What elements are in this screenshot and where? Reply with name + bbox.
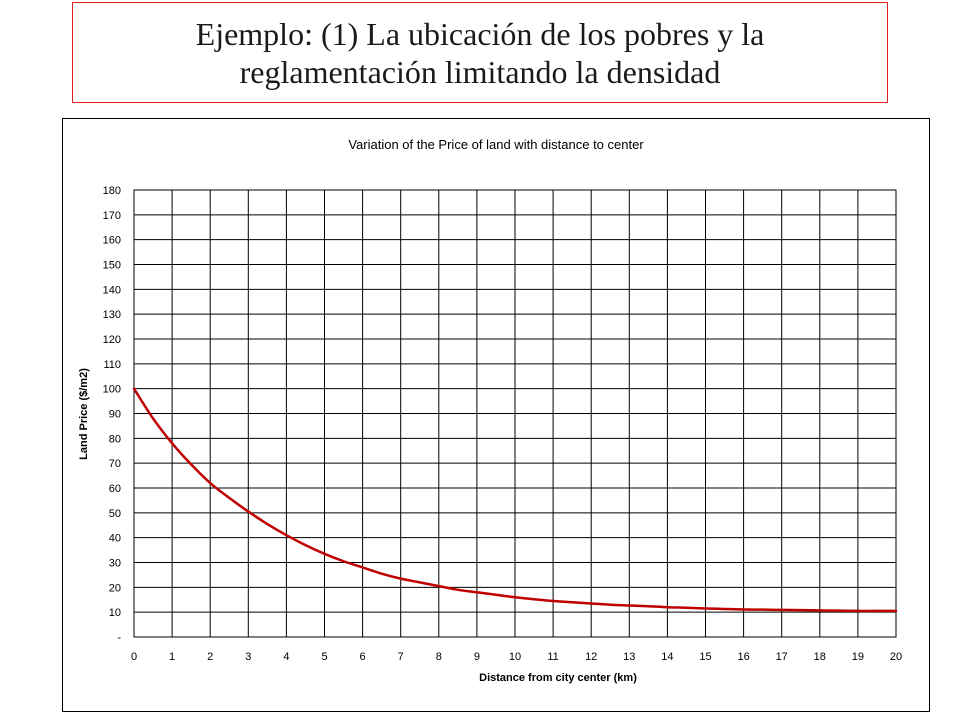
y-tick-label: 140: [103, 284, 121, 296]
grid-lines: [133, 189, 897, 638]
x-tick-label: 13: [623, 651, 635, 663]
y-tick-labels: - 10 20 30 40 50 60 70 80 90 100 110 120 130 140 150 160…: [103, 185, 122, 644]
x-tick-label: 11: [547, 651, 558, 663]
plot-area-border: [133, 189, 897, 638]
y-tick-label: 110: [103, 359, 121, 371]
x-tick-label: 16: [737, 651, 749, 663]
x-tick-label: 17: [776, 651, 788, 663]
y-tick-label: 80: [109, 433, 121, 445]
x-tick-label: 10: [509, 651, 521, 663]
x-tick-label: 6: [360, 651, 366, 663]
x-tick-label: 12: [585, 651, 597, 663]
y-tick-label: 180: [103, 185, 121, 197]
slide-title-line-2: reglamentación limitando la densidad: [239, 53, 721, 90]
chart-title: Variation of the Price of land with dist…: [348, 137, 644, 152]
x-tick-label: 19: [852, 651, 864, 663]
x-tick-label: 5: [321, 651, 327, 663]
x-tick-label: 9: [474, 651, 480, 663]
x-tick-label: 7: [398, 651, 404, 663]
x-tick-label: 1: [169, 651, 175, 663]
slide-title-line-1: Ejemplo: (1) La ubicación de los pobres …: [195, 15, 765, 52]
y-tick-label: 120: [103, 334, 121, 346]
y-tick-label: 70: [109, 458, 121, 470]
x-tick-label: 20: [890, 651, 902, 663]
x-tick-label: 15: [699, 651, 711, 663]
y-tick-label: 150: [103, 260, 121, 272]
y-tick-label: 40: [109, 533, 121, 545]
y-tick-label: 160: [103, 235, 121, 247]
y-tick-label: 60: [109, 483, 121, 495]
x-tick-label: 3: [245, 651, 251, 663]
x-tick-label: 0: [131, 651, 137, 663]
chart-frame: Variation of the Price of land with dist…: [62, 118, 930, 712]
x-tick-labels: 0 1 2 3 4 5 6 7 8 9 10 11 12 13 14 15 16 17 18 19 20: [131, 651, 902, 663]
y-tick-label: 170: [103, 210, 121, 222]
x-tick-label: 14: [661, 651, 673, 663]
y-axis-title: Land Price ($/m2): [78, 368, 90, 460]
x-axis-title: Distance from city center (km): [479, 672, 637, 684]
land-price-chart: Variation of the Price of land with dist…: [78, 137, 902, 684]
y-tick-label: 90: [109, 409, 121, 421]
y-tick-label: 10: [109, 607, 121, 619]
x-tick-label: 18: [814, 651, 826, 663]
x-tick-label: 4: [283, 651, 289, 663]
y-tick-label: 100: [103, 384, 121, 396]
y-tick-label: 50: [109, 508, 121, 520]
x-tick-label: 2: [207, 651, 213, 663]
x-tick-label: 8: [436, 651, 442, 663]
slide-title-box: Ejemplo: (1) La ubicación de los pobres …: [72, 2, 888, 103]
y-tick-label: 20: [109, 582, 121, 594]
price-curve: [132, 387, 898, 613]
y-tick-label: -: [117, 632, 121, 644]
y-tick-label: 30: [109, 558, 121, 570]
y-tick-label: 130: [103, 309, 121, 321]
